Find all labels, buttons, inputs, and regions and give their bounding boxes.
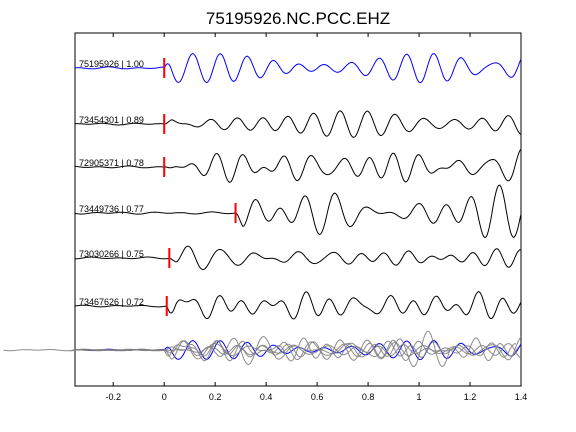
stack-line-6 bbox=[72, 337, 519, 362]
plot-frame bbox=[74, 32, 522, 387]
chart-title: 75195926.NC.PCC.EHZ bbox=[206, 9, 390, 28]
x-axis: -0.2 0 0.2 0.4 0.6 0.8 1 1.2 1.4 bbox=[105, 33, 527, 402]
trace-label-3: 72905371 | 0.78 bbox=[79, 158, 144, 168]
traces-layer: 75195926 | 1.00 73454301 | 0.89 72905371 |… bbox=[74, 53, 522, 320]
trace-label-4: 73449736 | 0.77 bbox=[79, 204, 144, 214]
x-tick-label: 1.2 bbox=[464, 392, 477, 402]
trace-line-5 bbox=[74, 245, 522, 271]
x-tick-label: 1.4 bbox=[515, 392, 528, 402]
x-tick-label: 0.4 bbox=[260, 392, 273, 402]
x-tick-label: 0 bbox=[162, 392, 167, 402]
x-tick-label: 0.8 bbox=[362, 392, 375, 402]
x-tick-label: -0.2 bbox=[105, 392, 121, 402]
trace-line-1 bbox=[74, 53, 522, 84]
trace-label-1: 75195926 | 1.00 bbox=[79, 59, 144, 69]
x-tick-label: 0.2 bbox=[209, 392, 222, 402]
trace-line-3 bbox=[74, 148, 522, 183]
stack-line-5 bbox=[69, 340, 516, 360]
trace-label-5: 73030266 | 0.75 bbox=[79, 249, 144, 259]
trace-label-2: 73454301 | 0.89 bbox=[79, 115, 144, 125]
trace-line-6 bbox=[74, 291, 522, 320]
trace-line-4 bbox=[74, 184, 522, 238]
stack-layer bbox=[3, 330, 522, 368]
x-tick-label: 0.6 bbox=[311, 392, 324, 402]
trace-label-6: 73467626 | 0.72 bbox=[79, 297, 144, 307]
x-tick-label: 1 bbox=[417, 392, 422, 402]
trace-line-2 bbox=[74, 110, 522, 138]
